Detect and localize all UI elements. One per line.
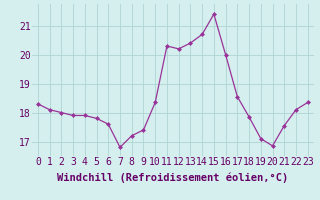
X-axis label: Windchill (Refroidissement éolien,°C): Windchill (Refroidissement éolien,°C) — [57, 173, 288, 183]
